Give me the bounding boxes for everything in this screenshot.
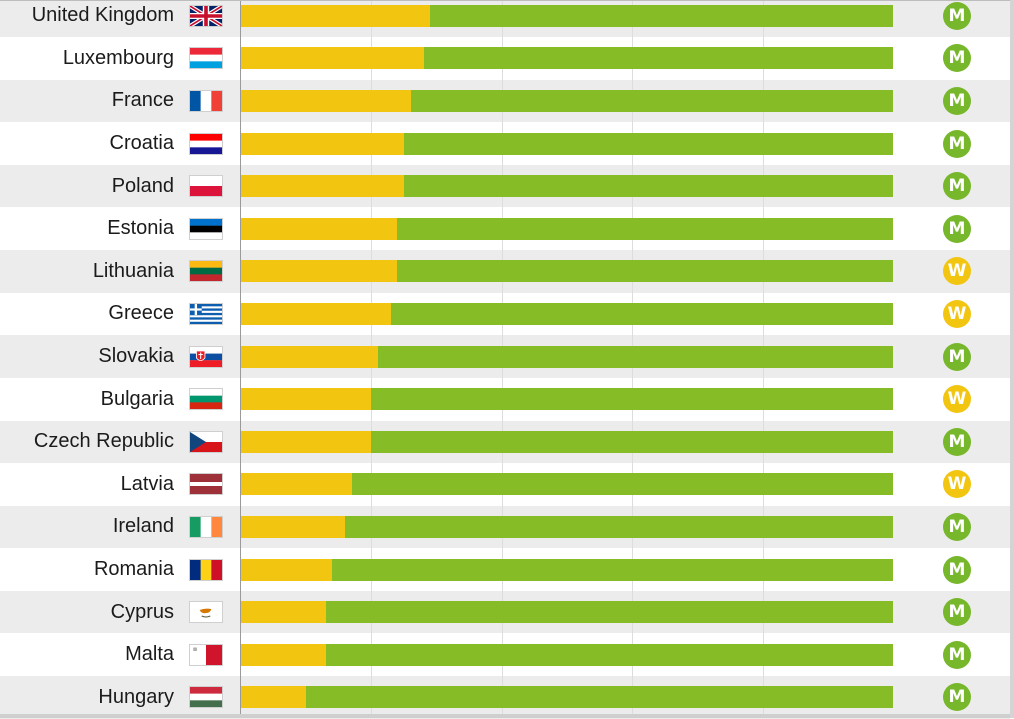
badge-m: M xyxy=(943,214,971,243)
cy-flag xyxy=(189,601,223,624)
category-label: Luxembourg xyxy=(62,46,174,69)
badge-m: M xyxy=(943,683,971,712)
green-bar xyxy=(404,175,893,198)
badge-m: M xyxy=(943,513,971,541)
category-label: France xyxy=(111,89,174,112)
ee-flag xyxy=(189,217,223,240)
yellow-bar xyxy=(241,175,404,198)
badge-m: M xyxy=(943,87,971,115)
green-bar xyxy=(404,132,893,155)
green-bar xyxy=(325,601,893,624)
category-label: Romania xyxy=(93,558,174,581)
frame-right xyxy=(1010,0,1014,718)
yellow-bar xyxy=(241,303,391,325)
green-bar xyxy=(397,217,893,240)
yellow-bar xyxy=(241,345,378,368)
yellow-bar xyxy=(241,260,398,283)
badge-m: M xyxy=(943,1,971,30)
yellow-bar xyxy=(241,217,398,240)
frame-bottom xyxy=(0,714,1014,718)
badge-m: M xyxy=(943,598,971,627)
ro-flag xyxy=(189,558,223,581)
gr-flag xyxy=(189,303,223,325)
badge-m: M xyxy=(943,640,971,669)
yellow-bar xyxy=(241,90,411,112)
badge-w: W xyxy=(943,385,971,414)
green-bar xyxy=(351,473,893,496)
badge-m: M xyxy=(943,342,971,371)
yellow-bar xyxy=(241,430,372,453)
yellow-bar xyxy=(241,686,307,709)
category-label: Slovakia xyxy=(98,345,174,368)
uk-flag xyxy=(189,4,223,27)
badge-m: M xyxy=(943,427,971,456)
green-bar xyxy=(430,4,893,27)
mt-flag xyxy=(189,643,223,666)
green-bar xyxy=(345,516,893,538)
yellow-bar xyxy=(241,47,424,70)
category-label: Greece xyxy=(108,302,174,325)
green-bar xyxy=(397,260,893,283)
green-bar xyxy=(377,345,893,368)
category-label: Estonia xyxy=(107,217,174,240)
green-bar xyxy=(410,90,893,112)
category-label: Bulgaria xyxy=(100,387,174,410)
y-axis-line xyxy=(240,0,241,718)
category-label: Lithuania xyxy=(92,259,174,282)
badge-m: M xyxy=(943,172,971,201)
yellow-bar xyxy=(241,516,346,538)
fr-flag xyxy=(189,90,223,112)
hu-flag xyxy=(189,686,223,709)
yellow-bar xyxy=(241,473,352,496)
ie-flag xyxy=(189,516,223,538)
category-label: Poland xyxy=(111,174,174,197)
yellow-bar xyxy=(241,388,372,411)
green-bar xyxy=(371,388,893,411)
badge-w: W xyxy=(943,470,971,499)
lu-flag xyxy=(189,47,223,70)
cz-flag xyxy=(189,430,223,453)
badge-m: M xyxy=(943,44,971,73)
category-label: Cyprus xyxy=(110,600,174,623)
badge-m: M xyxy=(943,129,971,158)
sk-flag xyxy=(189,345,223,368)
category-label: Czech Republic xyxy=(33,430,174,453)
pl-flag xyxy=(189,175,223,198)
hr-flag xyxy=(189,132,223,155)
category-label: United Kingdom xyxy=(31,4,174,27)
green-bar xyxy=(423,47,893,70)
yellow-bar xyxy=(241,558,333,581)
yellow-bar xyxy=(241,132,404,155)
green-bar xyxy=(332,558,893,581)
category-label: Croatia xyxy=(109,132,174,155)
frame-top xyxy=(0,0,1014,1)
bg-flag xyxy=(189,388,223,411)
category-label: Malta xyxy=(125,643,174,666)
category-label: Ireland xyxy=(112,515,174,538)
lt-flag xyxy=(189,260,223,283)
badge-m: M xyxy=(943,555,971,584)
badge-w: W xyxy=(943,300,971,328)
badge-w: W xyxy=(943,257,971,286)
yellow-bar xyxy=(241,643,326,666)
green-bar xyxy=(371,430,893,453)
category-label: Latvia xyxy=(120,472,174,495)
green-bar xyxy=(390,303,893,325)
lv-flag xyxy=(189,473,223,496)
category-label: Hungary xyxy=(98,685,174,708)
green-bar xyxy=(306,686,893,709)
green-bar xyxy=(325,643,893,666)
yellow-bar xyxy=(241,601,326,624)
yellow-bar xyxy=(241,4,431,27)
